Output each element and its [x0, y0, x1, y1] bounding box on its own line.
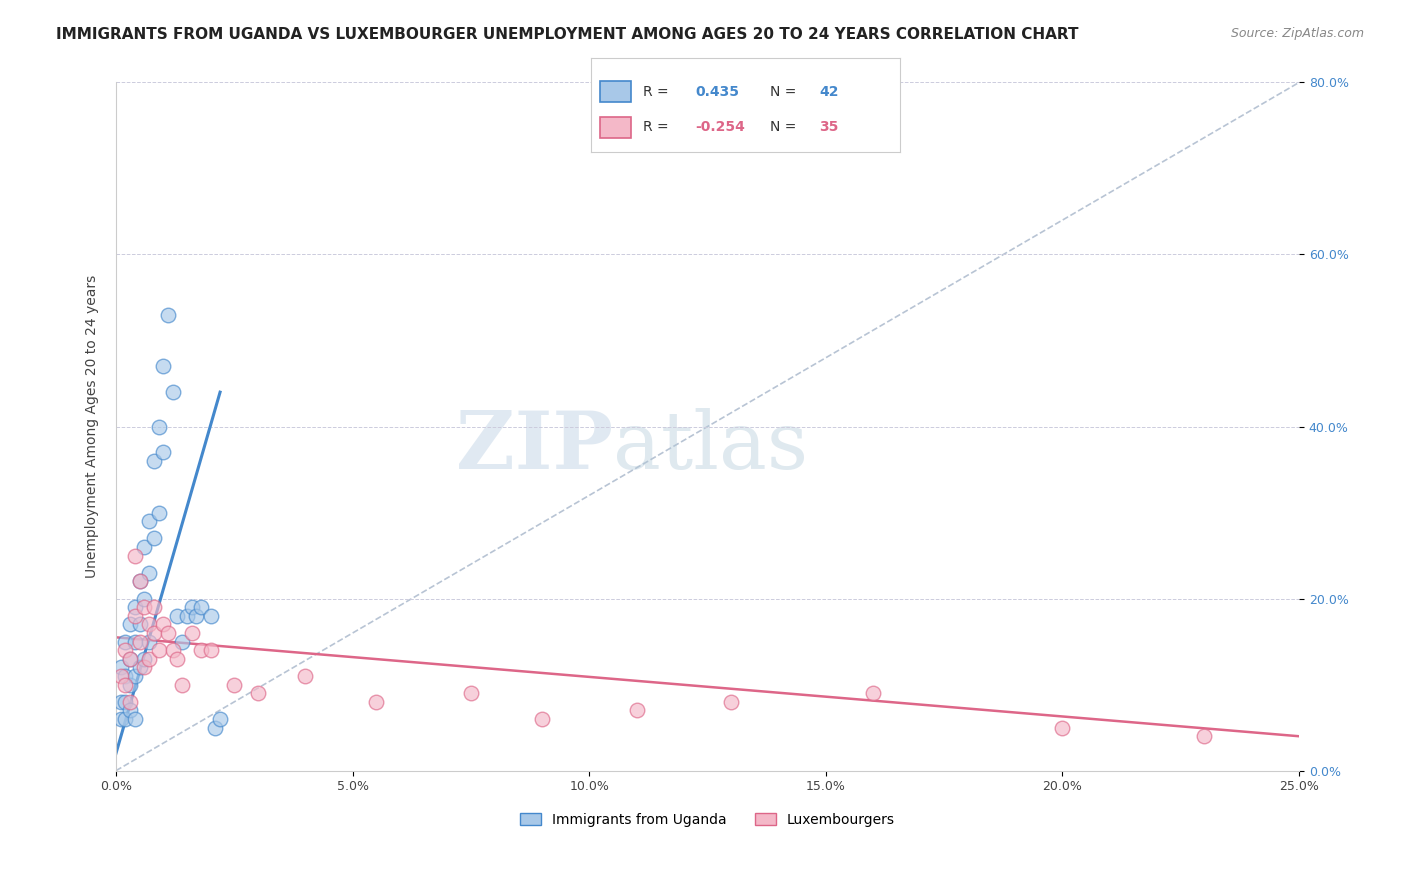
Text: -0.254: -0.254 — [696, 120, 745, 135]
Bar — [600, 117, 631, 137]
Point — [626, 703, 648, 717]
Point — [224, 678, 246, 692]
Point — [152, 617, 174, 632]
Point — [128, 617, 150, 632]
Point — [114, 643, 136, 657]
Point — [162, 385, 184, 400]
Point — [124, 712, 146, 726]
Point — [200, 643, 222, 657]
Point — [120, 617, 142, 632]
Text: 0.435: 0.435 — [696, 85, 740, 99]
Point — [124, 634, 146, 648]
Point — [114, 634, 136, 648]
Point — [720, 695, 742, 709]
Text: 35: 35 — [820, 120, 839, 135]
Point — [110, 712, 132, 726]
Y-axis label: Unemployment Among Ages 20 to 24 years: Unemployment Among Ages 20 to 24 years — [86, 275, 100, 578]
Point — [110, 669, 132, 683]
Point — [166, 608, 188, 623]
Point — [172, 678, 194, 692]
Point — [294, 669, 316, 683]
Point — [114, 695, 136, 709]
Point — [142, 600, 165, 615]
Point — [138, 617, 160, 632]
Point — [124, 549, 146, 563]
Point — [148, 506, 170, 520]
Text: 42: 42 — [820, 85, 839, 99]
Bar — [600, 81, 631, 102]
Point — [530, 712, 553, 726]
Point — [120, 652, 142, 666]
Point — [134, 652, 156, 666]
Point — [148, 643, 170, 657]
Point — [134, 591, 156, 606]
Text: R =: R = — [643, 85, 673, 99]
Text: N =: N = — [770, 120, 800, 135]
Point — [138, 566, 160, 580]
Point — [148, 419, 170, 434]
Point — [460, 686, 482, 700]
Legend: Immigrants from Uganda, Luxembourgers: Immigrants from Uganda, Luxembourgers — [515, 807, 900, 832]
Text: IMMIGRANTS FROM UGANDA VS LUXEMBOURGER UNEMPLOYMENT AMONG AGES 20 TO 24 YEARS CO: IMMIGRANTS FROM UGANDA VS LUXEMBOURGER U… — [56, 27, 1078, 42]
Point — [142, 454, 165, 468]
Point — [124, 600, 146, 615]
Point — [209, 712, 232, 726]
Point — [172, 634, 194, 648]
Point — [214, 41, 236, 55]
Point — [190, 600, 212, 615]
Point — [157, 308, 180, 322]
Point — [128, 634, 150, 648]
Point — [114, 712, 136, 726]
Point — [157, 626, 180, 640]
Point — [366, 695, 388, 709]
Point — [166, 652, 188, 666]
Point — [120, 703, 142, 717]
Point — [134, 600, 156, 615]
Point — [142, 532, 165, 546]
Point — [110, 695, 132, 709]
Point — [204, 721, 226, 735]
Point — [120, 695, 142, 709]
Point — [124, 669, 146, 683]
Point — [176, 608, 198, 623]
Point — [124, 608, 146, 623]
Point — [152, 445, 174, 459]
Point — [1052, 721, 1074, 735]
Point — [162, 643, 184, 657]
Text: ZIP: ZIP — [456, 409, 613, 486]
Point — [128, 574, 150, 589]
Text: N =: N = — [770, 85, 800, 99]
Point — [138, 634, 160, 648]
Point — [862, 686, 884, 700]
Point — [180, 600, 202, 615]
Text: R =: R = — [643, 120, 673, 135]
Text: atlas: atlas — [613, 409, 808, 486]
Point — [114, 669, 136, 683]
Point — [138, 652, 160, 666]
Point — [180, 626, 202, 640]
Text: Source: ZipAtlas.com: Source: ZipAtlas.com — [1230, 27, 1364, 40]
Point — [134, 540, 156, 554]
Point — [134, 660, 156, 674]
Point — [138, 514, 160, 528]
Point — [152, 359, 174, 374]
Point — [120, 652, 142, 666]
Point — [128, 660, 150, 674]
Point — [200, 608, 222, 623]
Point — [120, 678, 142, 692]
Point — [1194, 729, 1216, 743]
Point — [128, 574, 150, 589]
Point — [186, 608, 208, 623]
Point — [246, 686, 269, 700]
Point — [142, 626, 165, 640]
Point — [114, 678, 136, 692]
Point — [110, 660, 132, 674]
Point — [190, 643, 212, 657]
